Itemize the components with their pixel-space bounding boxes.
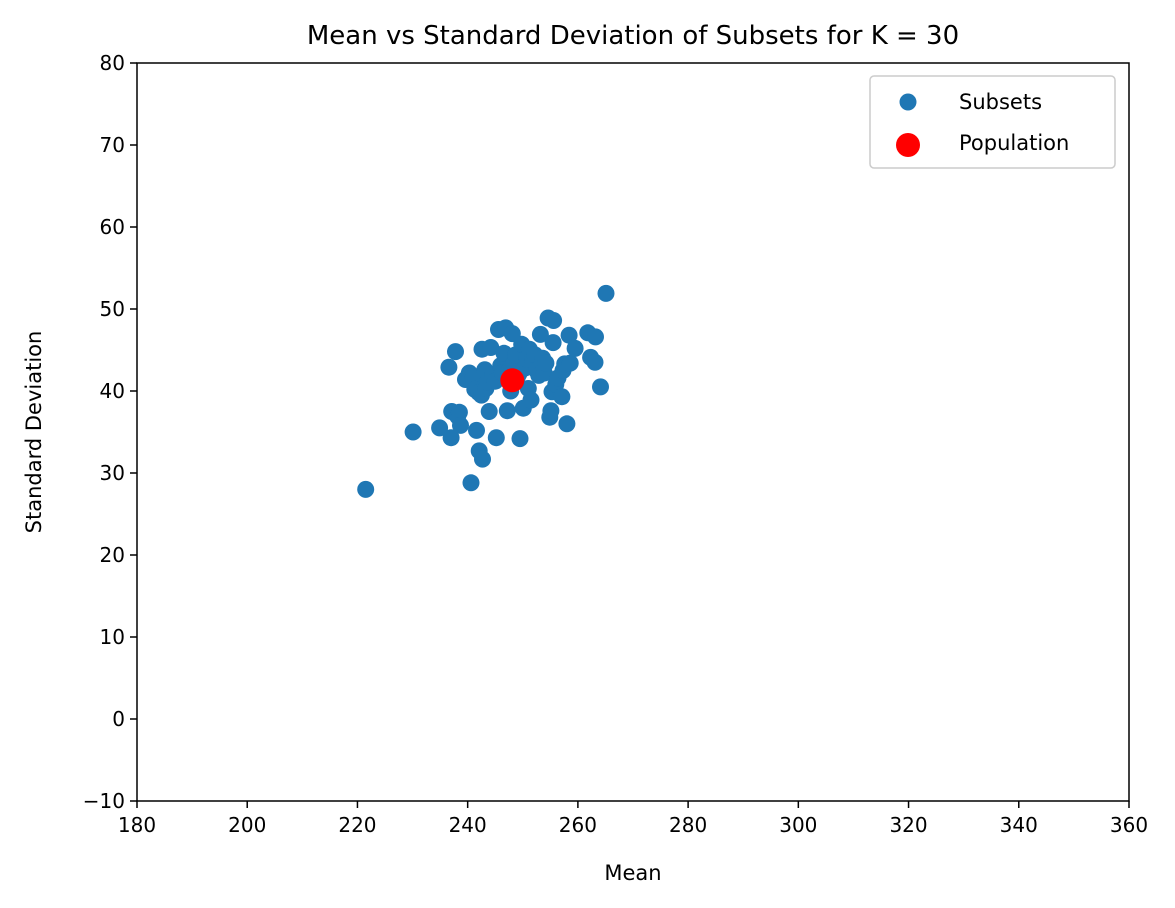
subset-point	[468, 421, 485, 439]
y-tick-label: 10	[100, 625, 125, 649]
y-tick-label: 40	[100, 379, 125, 403]
legend: Subsets Population	[869, 75, 1116, 169]
x-tick-label: 280	[669, 813, 707, 837]
x-tick-label: 260	[559, 813, 597, 837]
subset-point	[480, 403, 498, 420]
subset-point	[566, 339, 584, 357]
subset-point	[531, 325, 549, 343]
subset-point	[452, 416, 469, 434]
subset-point	[498, 402, 516, 420]
x-tick-label: 360	[1110, 813, 1148, 837]
subset-point	[440, 358, 458, 376]
subset-point	[522, 391, 540, 409]
scatter-points	[357, 284, 615, 498]
subset-point	[560, 326, 578, 344]
y-tick-label: 20	[100, 543, 125, 567]
y-tick-label: 80	[100, 51, 125, 75]
subset-point	[544, 334, 562, 352]
y-axis-ticks: −10 0 10 20 30 40 50 60 70 80	[83, 51, 137, 813]
legend-marker-subsets	[899, 93, 917, 111]
y-tick-label: 0	[112, 707, 125, 731]
x-tick-label: 320	[889, 813, 927, 837]
subset-point	[542, 402, 560, 420]
y-tick-label: 30	[100, 461, 125, 485]
x-tick-label: 200	[228, 813, 266, 837]
population-point	[500, 368, 525, 393]
x-tick-label: 180	[118, 813, 156, 837]
x-tick-label: 340	[1000, 813, 1038, 837]
subset-point	[404, 423, 422, 441]
y-tick-label: 60	[100, 215, 125, 239]
subset-point	[357, 480, 375, 498]
subset-point	[545, 312, 563, 329]
plot-frame	[136, 62, 1130, 802]
subset-point	[537, 354, 555, 372]
y-tick-label: −10	[83, 789, 125, 813]
x-axis-ticks: 180 200 220 240 260 280 300 320 340 360	[118, 801, 1148, 837]
x-axis-label: Mean	[604, 861, 661, 885]
subset-point	[462, 474, 480, 492]
subset-point	[561, 354, 579, 372]
legend-marker-population	[896, 133, 920, 157]
subset-point	[553, 388, 571, 406]
subset-point	[511, 430, 529, 448]
y-tick-label: 50	[100, 297, 125, 321]
subset-point	[597, 284, 615, 302]
subset-point	[587, 328, 604, 346]
subset-point	[592, 378, 609, 396]
subset-point	[442, 429, 460, 447]
subset-point	[450, 403, 468, 421]
y-tick-label: 70	[100, 133, 125, 157]
subset-point	[487, 429, 505, 447]
subset-point	[447, 343, 464, 361]
x-tick-label: 240	[449, 813, 487, 837]
x-tick-label: 220	[338, 813, 376, 837]
subset-point	[482, 339, 500, 356]
subset-point	[474, 450, 491, 468]
x-tick-label: 300	[779, 813, 817, 837]
subset-point	[431, 419, 449, 437]
legend-label-population: Population	[959, 131, 1069, 155]
legend-box	[869, 75, 1116, 169]
y-axis-label: Standard Deviation	[22, 331, 46, 534]
subset-point	[586, 353, 604, 371]
legend-label-subsets: Subsets	[959, 90, 1042, 114]
subset-point	[558, 415, 576, 433]
chart-title: Mean vs Standard Deviation of Subsets fo…	[307, 21, 959, 51]
